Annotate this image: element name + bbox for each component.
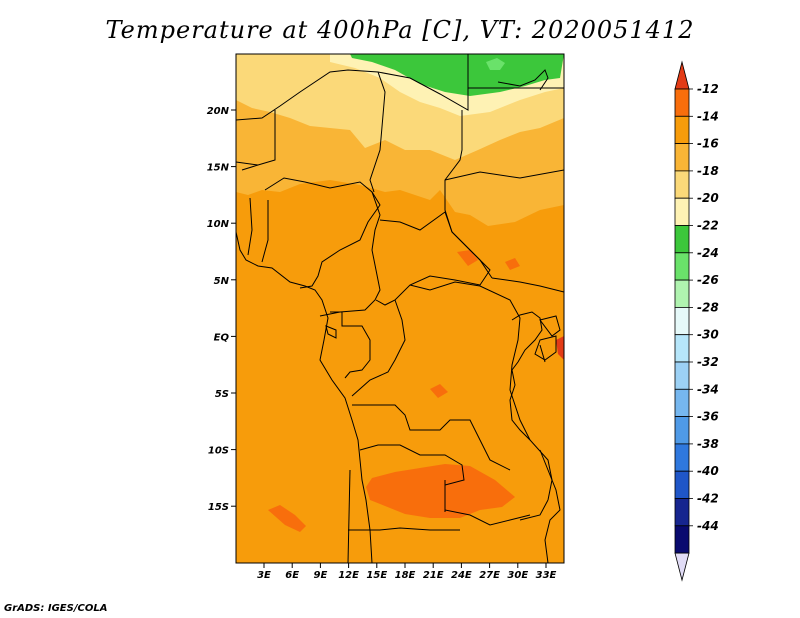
colorbar-label: -22 xyxy=(697,219,719,233)
lat-label: 10N xyxy=(207,219,230,230)
lat-label: 15S xyxy=(208,502,229,513)
colorbar-segment xyxy=(674,197,690,226)
colorbar-segment xyxy=(674,525,690,554)
band-14-12-east xyxy=(505,258,520,270)
colorbar-segment xyxy=(674,279,690,308)
lon-label: 6E xyxy=(285,570,299,581)
colorbar-top-arrow xyxy=(674,60,690,90)
colorbar-segment xyxy=(674,115,690,145)
colorbar-label: -12 xyxy=(697,82,719,96)
band-26-24 xyxy=(486,58,505,70)
colorbar-segment xyxy=(674,170,690,199)
map-frame xyxy=(235,53,565,564)
lat-label: 20N xyxy=(207,106,230,117)
lat-label: 15N xyxy=(207,163,230,174)
colorbar-label: -26 xyxy=(697,273,719,287)
band-14-12-center xyxy=(457,250,478,266)
colorbar-segment xyxy=(674,88,690,117)
colorbar-segment xyxy=(674,334,690,363)
colorbar-label: -38 xyxy=(697,437,719,451)
colorbar-label: -42 xyxy=(697,492,719,506)
colorbar-label: -34 xyxy=(697,382,719,396)
lon-label: 3E xyxy=(257,570,271,581)
colorbar-label: -30 xyxy=(697,328,719,342)
colorbar-label: -40 xyxy=(697,464,719,478)
band-14-12-sw xyxy=(268,505,306,532)
lat-label: EQ xyxy=(214,332,230,343)
lat-label: 10S xyxy=(208,446,229,457)
colorbar-label: -44 xyxy=(697,519,719,533)
band-24-22 xyxy=(350,54,564,96)
colorbar-label: -18 xyxy=(697,164,719,178)
lon-label: 27E xyxy=(479,570,500,581)
colorbar-label: -24 xyxy=(697,246,719,260)
colorbar-segment xyxy=(674,361,690,390)
lat-axis: 20N 15N 10N 5N EQ 5S 10S 15S xyxy=(207,106,236,513)
lon-label: 12E xyxy=(338,570,359,581)
lon-label: 24E xyxy=(451,570,472,581)
lon-label: 9E xyxy=(314,570,328,581)
colorbar-segment xyxy=(674,498,690,527)
colorbar: -12 -14 -16 -18 -20 -22 -24 -26 -28 -30 -32 -34 -36 -… xyxy=(674,60,719,582)
country-borders xyxy=(236,54,564,563)
colorbar-bottom-arrow xyxy=(674,552,690,582)
lon-label: 33E xyxy=(536,570,557,581)
colorbar-segment xyxy=(674,306,690,336)
colorbar-label: -16 xyxy=(697,137,719,151)
band-14-12-south xyxy=(366,464,515,518)
lon-axis: 3E 6E 9E 12E 15E 18E 21E 24E 27E 30E 33E xyxy=(257,563,557,581)
lon-label: 18E xyxy=(395,570,416,581)
colorbar-label: -36 xyxy=(697,410,719,424)
lon-label: 15E xyxy=(366,570,387,581)
band-14-12-mid xyxy=(430,384,448,398)
colorbar-segment xyxy=(674,225,690,254)
colorbar-label: -20 xyxy=(697,191,719,205)
colorbar-label: -32 xyxy=(697,355,719,369)
lon-label: 21E xyxy=(423,570,444,581)
colorbar-segment xyxy=(674,416,690,445)
colorbar-label: -28 xyxy=(697,300,719,314)
colorbar-segment xyxy=(674,143,690,172)
temperature-field xyxy=(236,54,564,563)
colorbar-segment xyxy=(674,470,690,499)
chart-title: Temperature at 400hPa [C], VT: 202005141… xyxy=(105,16,695,44)
colorbar-segment xyxy=(674,388,690,417)
grads-credit: GrADS: IGES/COLA xyxy=(4,603,108,614)
lon-label: 30E xyxy=(507,570,528,581)
lat-label: 5S xyxy=(215,389,229,400)
colorbar-label: -14 xyxy=(697,109,719,123)
colorbar-segment xyxy=(674,443,690,472)
lat-label: 5N xyxy=(214,276,230,287)
colorbar-segment xyxy=(674,252,690,281)
band-12-east xyxy=(556,336,564,360)
